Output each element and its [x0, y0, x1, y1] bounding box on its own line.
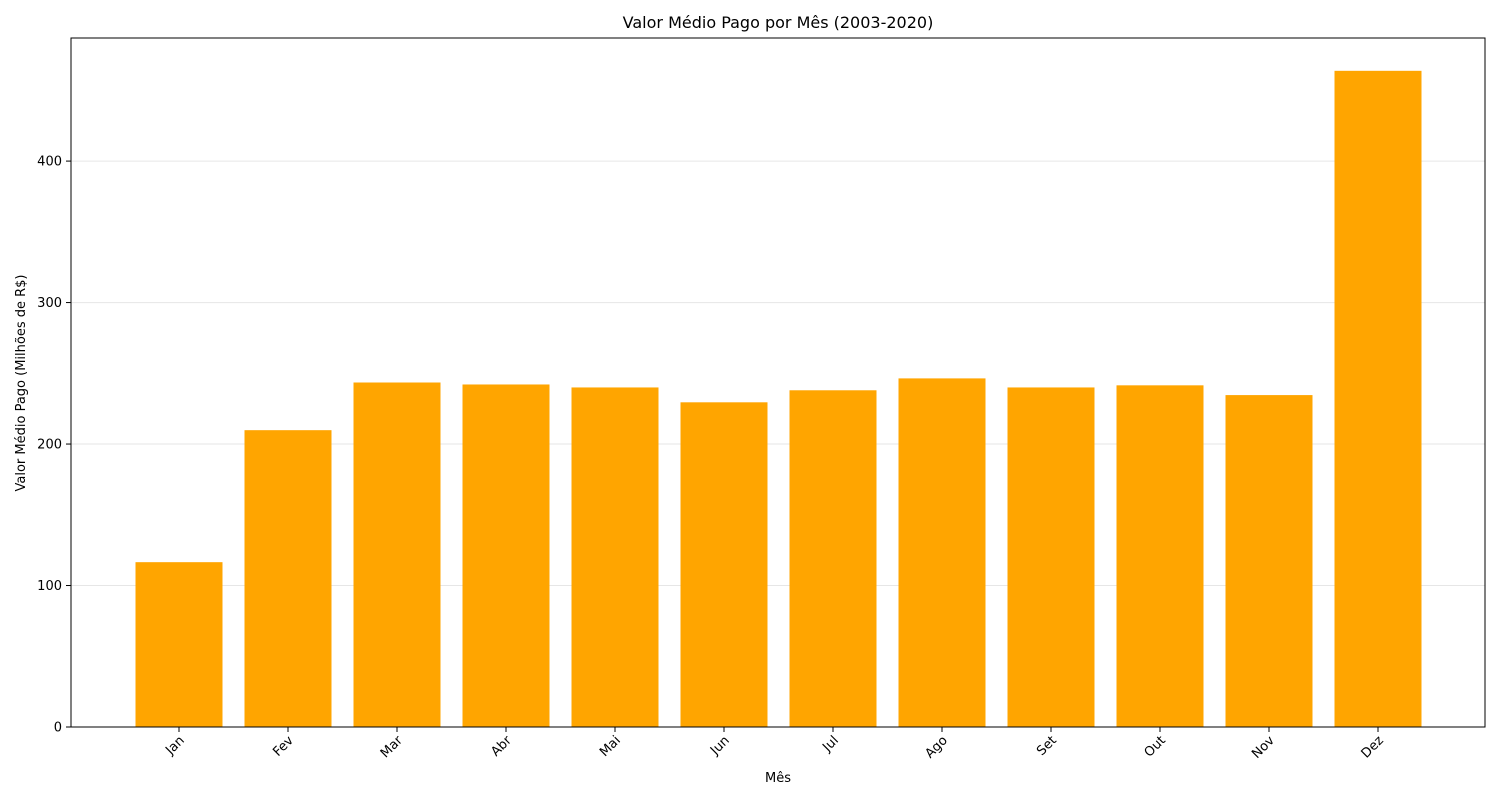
bar-jul [789, 390, 877, 727]
bar-jan [135, 562, 223, 727]
y-tick-label: 100 [37, 579, 62, 594]
x-tick-label-jul: Jul [819, 733, 841, 755]
x-tick-label-set: Set [1034, 733, 1060, 759]
x-tick-label-jun: Jun [707, 733, 733, 759]
y-axis-label: Valor Médio Pago (Milhões de R$) [14, 275, 29, 492]
x-tick-label-mai: Mai [597, 733, 624, 760]
y-tick-label: 0 [54, 721, 62, 736]
bar-ago [898, 378, 986, 727]
bar-mai [571, 387, 659, 727]
bar-jun [680, 402, 768, 727]
bar-abr [462, 384, 550, 727]
bar-nov [1225, 395, 1313, 727]
plot-frame [70, 37, 1486, 728]
bars [135, 70, 1422, 727]
bar-fev [244, 430, 332, 727]
x-tick-label-abr: Abr [488, 733, 515, 760]
x-tick-label-fev: Fev [270, 733, 297, 760]
y-tick-label: 200 [37, 438, 62, 453]
bar-mar [353, 382, 441, 727]
x-tick-label-dez: Dez [1359, 733, 1387, 761]
x-tick-label-out: Out [1142, 733, 1169, 760]
bar-out [1116, 385, 1204, 727]
y-tick-label: 300 [37, 296, 62, 311]
x-tick-label-ago: Ago [922, 733, 950, 761]
y-axis-ticks: 0 100 200 300 400 [37, 155, 71, 736]
x-tick-label-nov: Nov [1249, 733, 1278, 762]
y-tick-label: 400 [37, 155, 62, 170]
x-tick-label-jan: Jan [162, 733, 187, 758]
x-tick-label-mar: Mar [378, 733, 406, 761]
bar-set [1007, 387, 1095, 727]
x-axis-ticks: Jan Fev Mar Abr Mai Jun Jul Ago Set Out Nov Dez [162, 727, 1387, 762]
chart-title: Valor Médio Pago por Mês (2003-2020) [623, 13, 934, 32]
x-axis-label: Mês [765, 771, 791, 786]
bar-dez [1334, 70, 1422, 727]
